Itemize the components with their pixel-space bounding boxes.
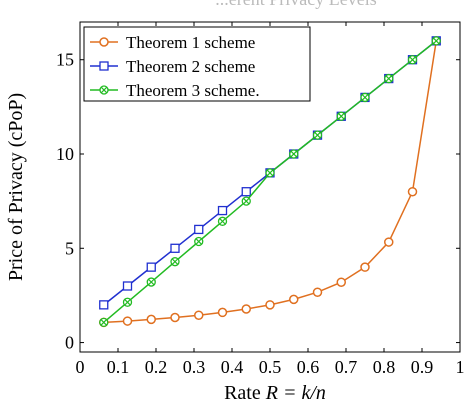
plot-area xyxy=(99,36,441,328)
data-point xyxy=(431,36,441,46)
data-point xyxy=(194,236,204,247)
data-point xyxy=(384,73,394,84)
top-caption: ...erent Privacy Levels xyxy=(215,0,376,9)
x-tick-label: 0.4 xyxy=(221,357,244,377)
data-point xyxy=(407,55,418,65)
data-point xyxy=(194,224,204,235)
legend-label: Theorem 1 scheme xyxy=(126,33,255,52)
x-axis: 0 0.1 0.2 0.3 0.4 0.5 0.6 0.7 0.8 0.9 1 xyxy=(76,22,465,377)
legend-marker xyxy=(99,61,109,71)
x-tick-label: 0.6 xyxy=(297,357,320,377)
x-tick-label: 0.7 xyxy=(335,357,358,377)
data-point xyxy=(241,187,251,197)
data-point xyxy=(360,262,370,272)
data-point xyxy=(146,314,156,325)
data-point xyxy=(289,294,299,305)
data-point xyxy=(241,196,251,206)
data-point xyxy=(217,205,228,216)
x-tick-label: 0 xyxy=(76,357,85,377)
data-point xyxy=(312,130,323,140)
data-point xyxy=(99,317,109,328)
data-point xyxy=(122,297,133,307)
legend-entry: Theorem 3 scheme. xyxy=(90,81,260,100)
y-tick-label: 10 xyxy=(56,144,74,164)
y-tick-label: 0 xyxy=(65,333,74,353)
y-tick-label: 5 xyxy=(65,238,74,258)
x-tick-label: 0.1 xyxy=(107,357,130,377)
data-point xyxy=(194,310,204,320)
data-point xyxy=(170,312,180,323)
data-point xyxy=(241,304,251,314)
legend-entry: Theorem 2 scheme xyxy=(90,57,255,76)
x-tick-label: 0.9 xyxy=(411,357,434,377)
data-point xyxy=(407,186,418,197)
x-tick-label: 0.3 xyxy=(183,357,206,377)
data-point xyxy=(146,262,156,272)
data-point xyxy=(170,257,180,267)
data-point xyxy=(265,168,275,178)
data-point xyxy=(384,237,394,247)
legend-label: Theorem 2 scheme xyxy=(126,57,255,76)
x-tick-label: 0.5 xyxy=(259,357,282,377)
data-point xyxy=(217,216,228,226)
data-point xyxy=(312,287,323,297)
y-tick-label: 15 xyxy=(56,50,74,70)
x-tick-label: 0.2 xyxy=(145,357,168,377)
data-point xyxy=(289,149,299,159)
data-point xyxy=(360,92,370,103)
y-axis-label: Price of Privacy (cPoP) xyxy=(5,93,27,281)
legend-marker xyxy=(99,37,109,47)
legend: Theorem 1 scheme Theorem 2 scheme Theorem … xyxy=(83,26,311,102)
legend-box xyxy=(83,26,311,102)
data-point xyxy=(336,111,346,121)
legend-marker xyxy=(99,85,109,95)
series-3 xyxy=(99,36,441,328)
data-point xyxy=(146,277,156,287)
data-point xyxy=(336,277,346,287)
data-point xyxy=(170,243,180,253)
y-axis: 0 5 10 15 xyxy=(56,50,460,353)
data-point xyxy=(122,281,133,291)
data-point xyxy=(217,307,228,318)
x-tick-label: 0.8 xyxy=(373,357,396,377)
data-point xyxy=(122,316,133,326)
data-point xyxy=(99,300,109,310)
x-axis-label-math: R = k/n xyxy=(265,382,326,404)
x-axis-label: Rate R = k/n xyxy=(224,382,326,404)
legend-entry: Theorem 1 scheme xyxy=(90,33,255,52)
x-tick-label: 1 xyxy=(456,357,465,377)
legend-label: Theorem 3 scheme. xyxy=(126,81,260,100)
data-point xyxy=(265,300,275,310)
